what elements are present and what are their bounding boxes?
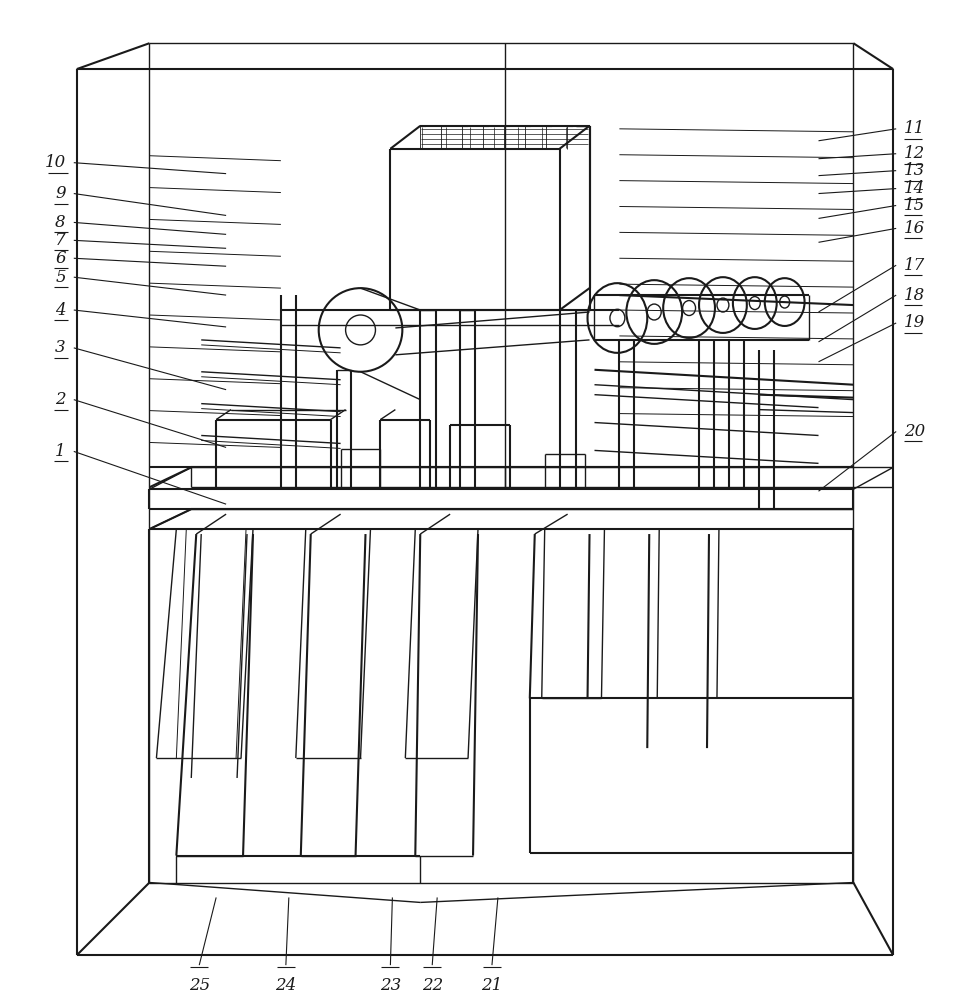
Text: 20: 20: [904, 423, 925, 440]
Text: 21: 21: [481, 977, 503, 994]
Text: 17: 17: [904, 257, 925, 274]
Text: 6: 6: [55, 250, 65, 267]
Text: 14: 14: [904, 180, 925, 197]
Text: 13: 13: [904, 162, 925, 179]
Text: 5: 5: [55, 269, 65, 286]
Text: 9: 9: [55, 185, 65, 202]
Text: 11: 11: [904, 120, 925, 137]
Text: 18: 18: [904, 287, 925, 304]
Text: 16: 16: [904, 220, 925, 237]
Text: 1: 1: [55, 443, 65, 460]
Text: 15: 15: [904, 197, 925, 214]
Text: 24: 24: [275, 977, 297, 994]
Text: 3: 3: [55, 339, 65, 356]
Text: 23: 23: [380, 977, 401, 994]
Text: 10: 10: [44, 154, 65, 171]
Text: 4: 4: [55, 302, 65, 319]
Text: 25: 25: [188, 977, 209, 994]
Text: 7: 7: [55, 232, 65, 249]
Text: 22: 22: [422, 977, 443, 994]
Text: 8: 8: [55, 214, 65, 231]
Text: 19: 19: [904, 314, 925, 331]
Text: 2: 2: [55, 391, 65, 408]
Text: 12: 12: [904, 145, 925, 162]
